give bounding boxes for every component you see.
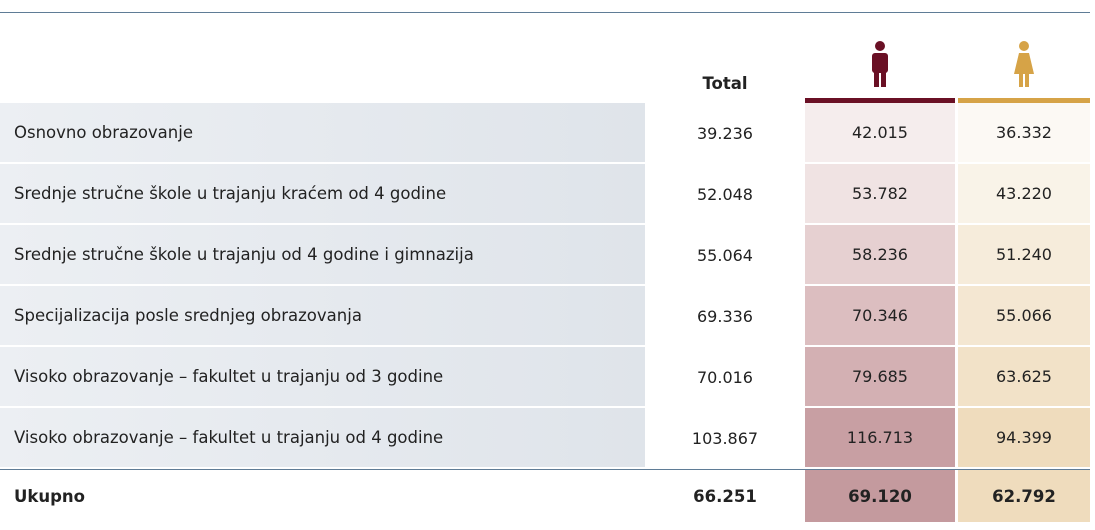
header-female — [958, 13, 1090, 103]
male-cell: 42.015 — [805, 103, 955, 164]
male-cell: 53.782 — [805, 164, 955, 225]
table-row: Osnovno obrazovanje 39.236 42.015 36.332 — [0, 103, 1090, 164]
male-cell: 70.346 — [805, 286, 955, 347]
header-empty — [0, 13, 645, 103]
female-cell: 55.066 — [958, 286, 1090, 347]
row-label: Srednje stručne škole u trajanju od 4 go… — [0, 225, 645, 286]
header-row: Total — [0, 13, 1090, 103]
table-row: Specijalizacija posle srednjeg obrazovan… — [0, 286, 1090, 347]
row-label: Osnovno obrazovanje — [0, 103, 645, 164]
female-cell: 63.625 — [958, 347, 1090, 408]
header-male — [805, 13, 955, 103]
total-cell: 69.336 — [645, 286, 805, 347]
female-cell: 51.240 — [958, 225, 1090, 286]
table-row: Srednje stručne škole u trajanju kraćem … — [0, 164, 1090, 225]
male-icon — [872, 41, 888, 87]
row-label: Visoko obrazovanje – fakultet u trajanju… — [0, 347, 645, 408]
total-cell: 39.236 — [645, 103, 805, 164]
table-row: Visoko obrazovanje – fakultet u trajanju… — [0, 347, 1090, 408]
row-label: Specijalizacija posle srednjeg obrazovan… — [0, 286, 645, 347]
total-cell: 52.048 — [645, 164, 805, 225]
female-cell: 62.792 — [958, 470, 1090, 522]
female-cell: 94.399 — [958, 408, 1090, 469]
total-cell: 103.867 — [645, 408, 805, 469]
total-cell: 70.016 — [645, 347, 805, 408]
total-cell: 66.251 — [645, 470, 805, 522]
table: Total Osnovno obrazovanje 39.236 42.015 36.… — [0, 12, 1090, 522]
male-cell: 58.236 — [805, 225, 955, 286]
female-icon — [1014, 41, 1034, 87]
total-cell: 55.064 — [645, 225, 805, 286]
row-label: Srednje stručne škole u trajanju kraćem … — [0, 164, 645, 225]
female-cell: 36.332 — [958, 103, 1090, 164]
header-total: Total — [702, 74, 748, 93]
male-cell: 69.120 — [805, 470, 955, 522]
female-cell: 43.220 — [958, 164, 1090, 225]
row-label: Ukupno — [0, 470, 645, 522]
table-row: Srednje stručne škole u trajanju od 4 go… — [0, 225, 1090, 286]
row-label: Visoko obrazovanje – fakultet u trajanju… — [0, 408, 645, 469]
male-cell: 79.685 — [805, 347, 955, 408]
male-cell: 116.713 — [805, 408, 955, 469]
table-row: Visoko obrazovanje – fakultet u trajanju… — [0, 408, 1090, 469]
total-row: Ukupno 66.251 69.120 62.792 — [0, 469, 1090, 522]
